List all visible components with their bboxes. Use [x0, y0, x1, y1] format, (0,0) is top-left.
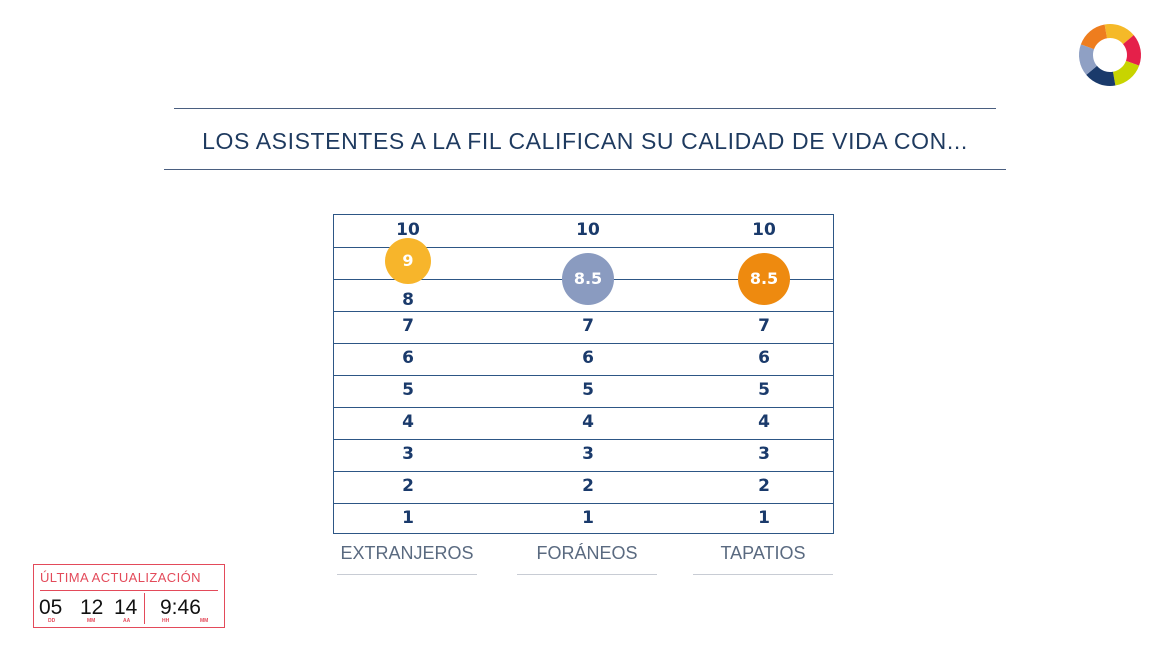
tick-label: 10	[396, 220, 420, 240]
year-caption: AA	[123, 618, 131, 624]
page-title: LOS ASISTENTES A LA FIL CALIFICAN SU CAL…	[202, 128, 968, 154]
category-underline	[693, 574, 833, 575]
title-top-rule	[174, 108, 996, 109]
minute-caption: MM	[200, 618, 209, 624]
ring-logo-icon	[1079, 24, 1141, 86]
score-bubble-tapatios: 8.5	[738, 253, 790, 305]
tick-label: 3	[582, 444, 594, 464]
tick-label: 1	[758, 508, 770, 528]
grid-line	[334, 503, 833, 504]
category-label-extranjeros: EXTRANJEROS	[340, 543, 474, 563]
tick-label: 5	[402, 380, 414, 400]
update-day: 05	[39, 596, 63, 619]
tick-label: 1	[402, 508, 414, 528]
tick-label: 7	[402, 316, 414, 336]
last-update-divider	[40, 590, 218, 591]
month-caption: MM	[87, 618, 96, 624]
logo-segment	[1112, 60, 1140, 86]
grid-line	[334, 247, 833, 248]
logo-segment	[1122, 35, 1141, 66]
tick-label: 3	[758, 444, 770, 464]
category-underline	[517, 574, 657, 575]
tick-label: 8	[402, 290, 414, 310]
rating-scale-chart: 10876543219109876543218.5109876543218.5	[333, 214, 834, 534]
tick-label: 10	[752, 220, 776, 240]
category-label-foraneos: FORÁNEOS	[536, 543, 638, 563]
last-update-label: ÚLTIMA ACTUALIZACIÓN	[40, 570, 201, 585]
tick-label: 6	[758, 348, 770, 368]
grid-line	[334, 375, 833, 376]
logo-segment	[1080, 24, 1108, 50]
tick-label: 2	[402, 476, 414, 496]
tick-label: 7	[758, 316, 770, 336]
category-label-tapatios: TAPATIOS	[720, 543, 806, 563]
tick-label: 3	[402, 444, 414, 464]
grid-line	[334, 439, 833, 440]
hour-caption: HH	[162, 618, 170, 624]
logo-segment	[1079, 44, 1098, 75]
last-update-box: ÚLTIMA ACTUALIZACIÓN 05 12 14 9:46 DD MM…	[33, 564, 225, 628]
score-bubble-extranjeros: 9	[385, 238, 431, 284]
tick-label: 10	[576, 220, 600, 240]
tick-label: 4	[402, 412, 414, 432]
date-time-separator	[144, 593, 145, 624]
title-bottom-rule	[164, 169, 1006, 170]
grid-line	[334, 471, 833, 472]
score-bubble-foraneos: 8.5	[562, 253, 614, 305]
tick-label: 2	[758, 476, 770, 496]
tick-label: 7	[582, 316, 594, 336]
category-underline	[337, 574, 477, 575]
grid-line	[334, 343, 833, 344]
tick-label: 5	[758, 380, 770, 400]
tick-label: 2	[582, 476, 594, 496]
tick-label: 1	[582, 508, 594, 528]
grid-line	[334, 311, 833, 312]
update-month: 12	[80, 596, 104, 619]
update-year: 14	[114, 596, 138, 619]
tick-label: 5	[582, 380, 594, 400]
day-caption: DD	[48, 618, 56, 624]
grid-line	[334, 407, 833, 408]
update-hour: 9:46	[160, 596, 201, 619]
tick-label: 4	[582, 412, 594, 432]
tick-label: 6	[582, 348, 594, 368]
tick-label: 4	[758, 412, 770, 432]
logo-segment	[1086, 65, 1116, 86]
tick-label: 6	[402, 348, 414, 368]
logo-segment	[1104, 24, 1134, 45]
